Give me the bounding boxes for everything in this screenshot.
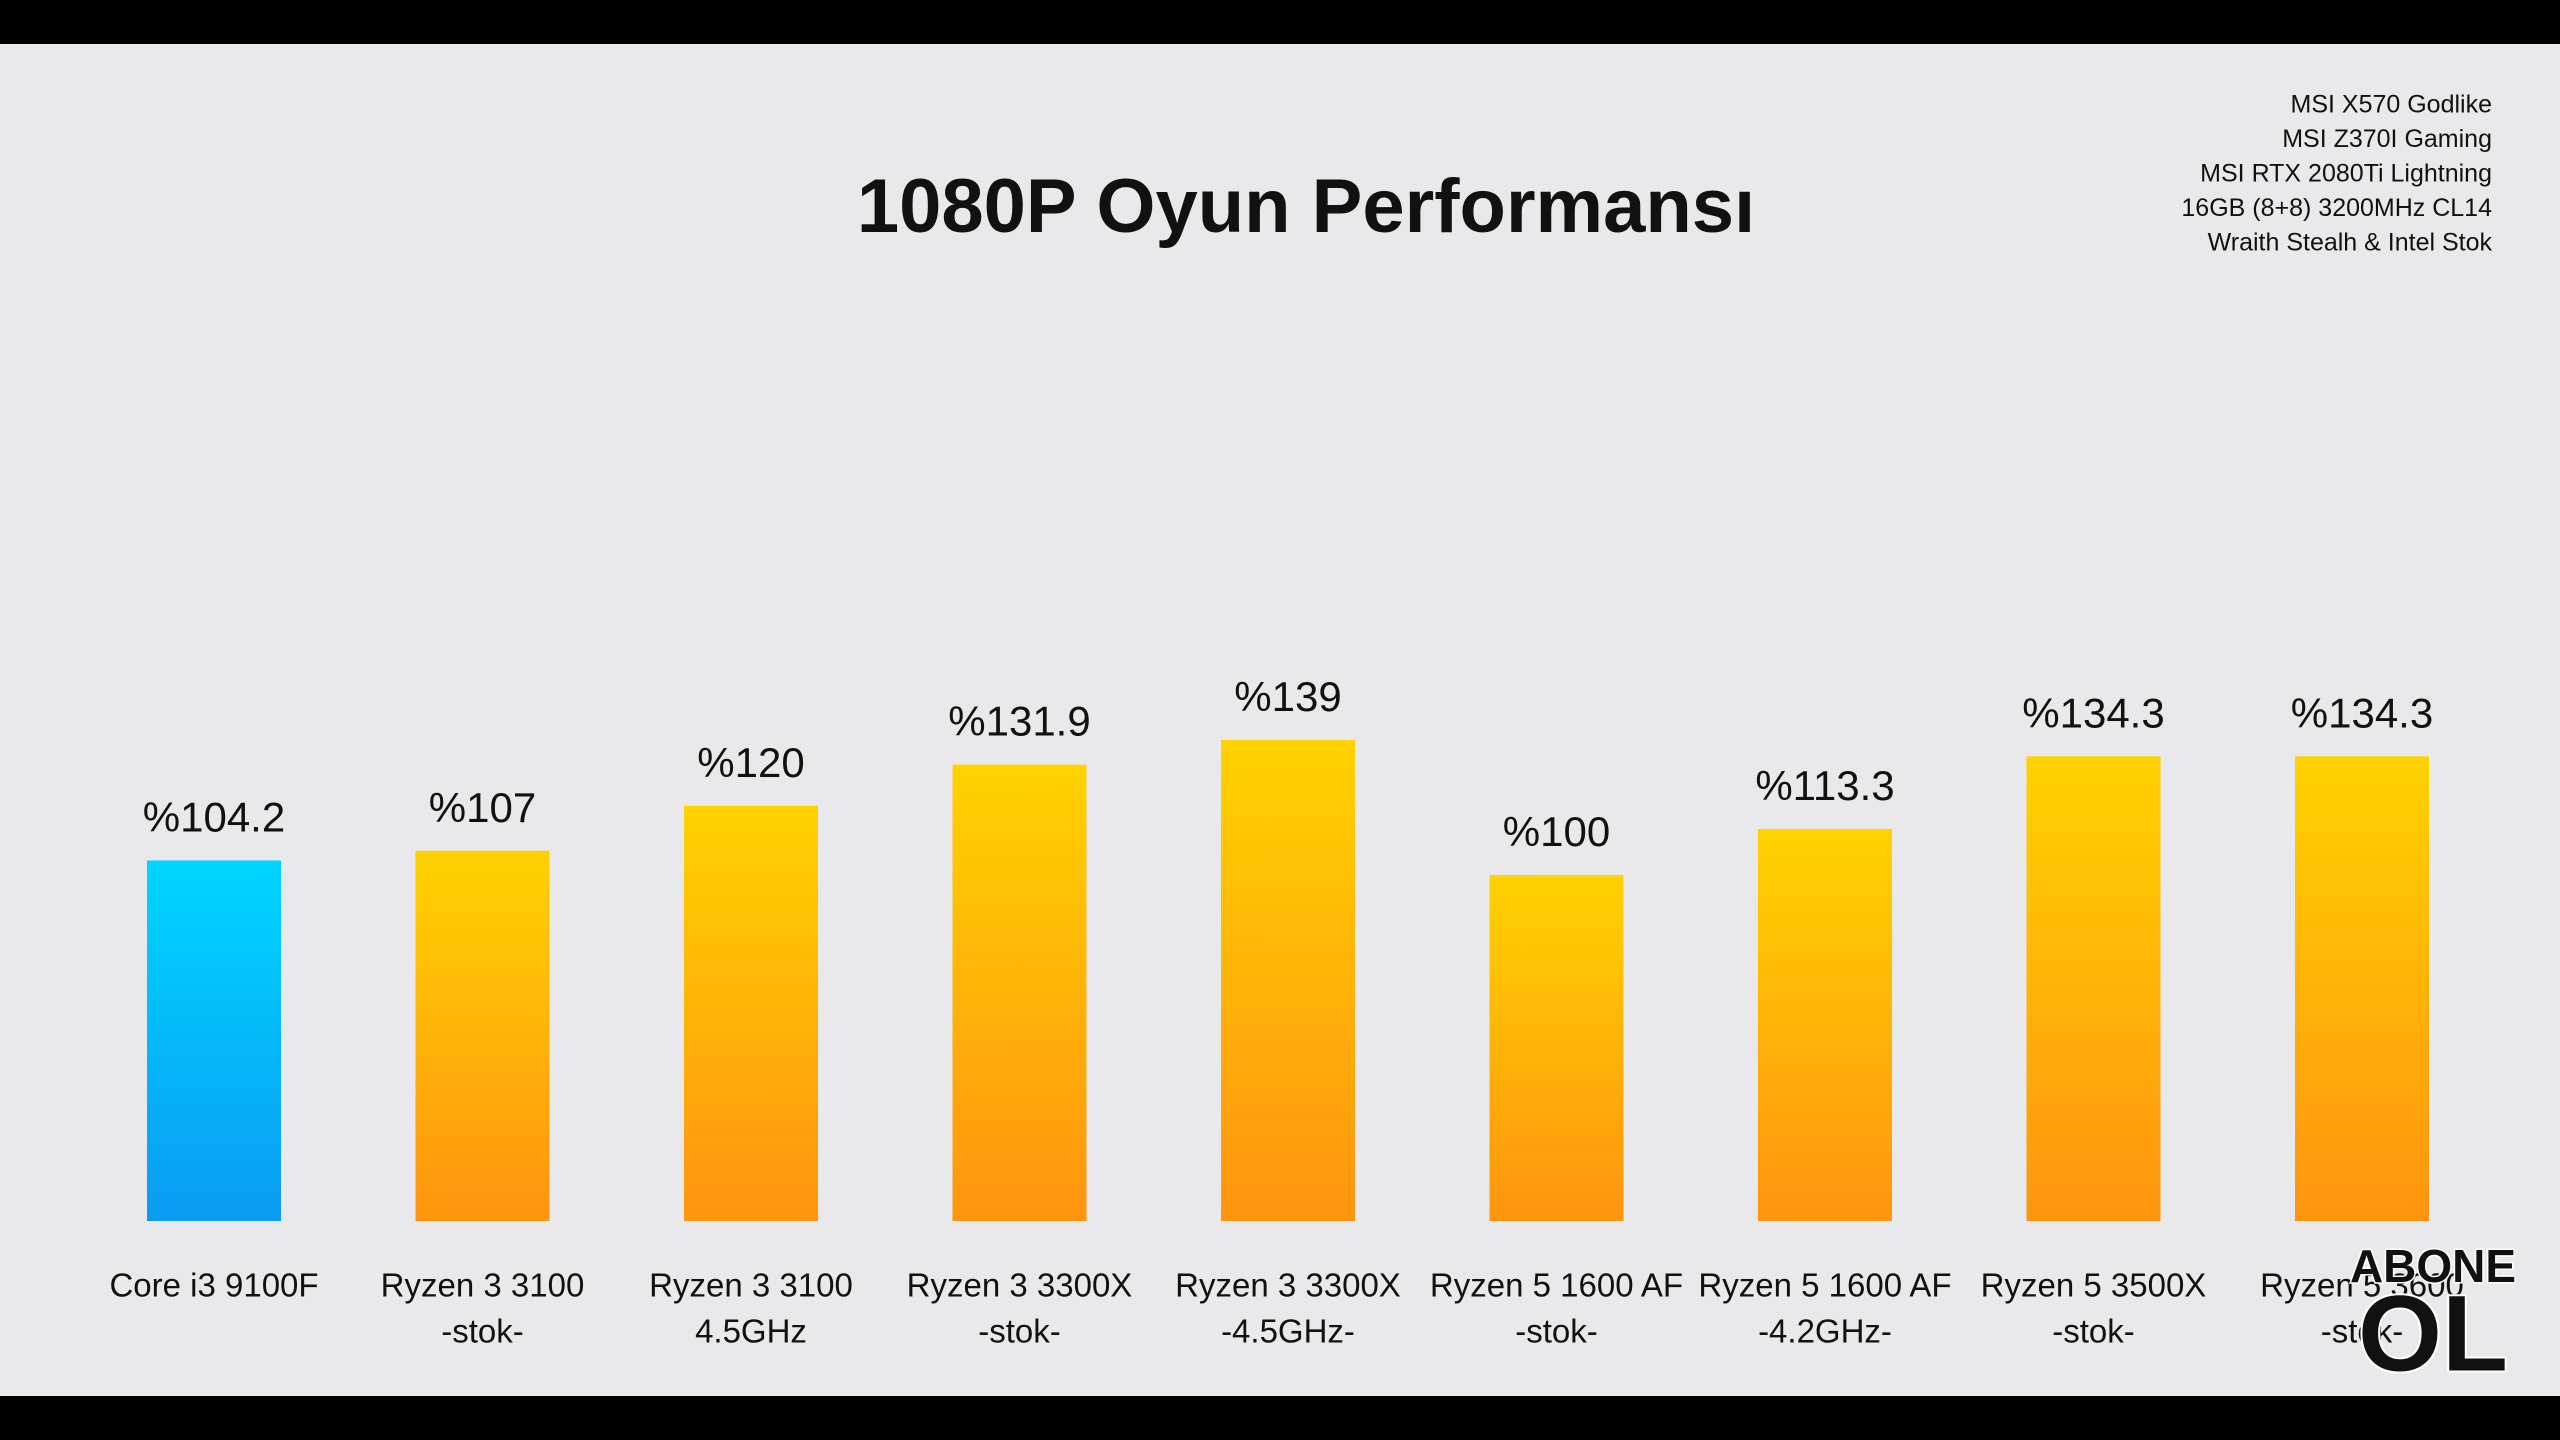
x-tick-label: Ryzen 5 1600 AF [1698,1267,1951,1304]
x-tick-label: Ryzen 5 3500X [1981,1267,2207,1304]
bar [2295,756,2429,1221]
value-label: %104.2 [143,794,285,841]
x-tick-label: Ryzen 5 1600 AF [1430,1267,1683,1304]
value-label: %134.3 [2022,689,2164,736]
spec-note: MSI RTX 2080Ti Lightning [2200,160,2492,188]
x-tick-label: -stok- [2321,1313,2404,1350]
value-label: %100 [1503,808,1610,855]
value-label: %120 [697,739,804,786]
spec-note: MSI X570 Godlike [2291,91,2493,119]
x-tick-label: -4.5GHz- [1221,1313,1355,1350]
bar [1221,740,1355,1221]
x-tick-label: Ryzen 3 3300X [907,1267,1133,1304]
x-tick-label: -stok- [2052,1313,2135,1350]
x-tick-label: Ryzen 3 3300X [1175,1267,1401,1304]
bar [1489,875,1624,1221]
spec-note: Wraith Stealh & Intel Stok [2208,229,2493,257]
x-tick-label: 4.5GHz [695,1313,807,1350]
x-tick-label: Ryzen 3 3100 [649,1267,853,1304]
bar [415,850,550,1221]
bar [1758,828,1892,1221]
overlay-text: ABONE [2350,1240,2516,1292]
spec-note: MSI Z370I Gaming [2282,125,2492,153]
x-tick-label: -stok- [441,1313,524,1350]
chart-title: 1080P Oyun Performansı [857,164,1755,249]
bar [684,805,818,1221]
x-tick-label: -stok- [1515,1313,1598,1350]
value-label: %113.3 [1755,762,1894,809]
x-tick-label: Ryzen 3 3100 [381,1267,585,1304]
value-label: %134.3 [2291,689,2433,736]
bar [147,860,281,1221]
value-label: %131.9 [948,698,1090,745]
x-tick-label: Core i3 9100F [109,1267,318,1304]
x-tick-label: -stok- [978,1313,1061,1350]
spec-note: 16GB (8+8) 3200MHz CL14 [2181,194,2492,222]
value-label: %107 [429,784,536,831]
x-tick-label: Ryzen 5 3600 [2260,1267,2464,1304]
x-tick-label: -4.2GHz- [1758,1313,1892,1350]
overlay-text: OL [2358,1273,2508,1394]
bar [2026,756,2161,1221]
bar [952,764,1087,1221]
value-label: %139 [1234,673,1341,720]
